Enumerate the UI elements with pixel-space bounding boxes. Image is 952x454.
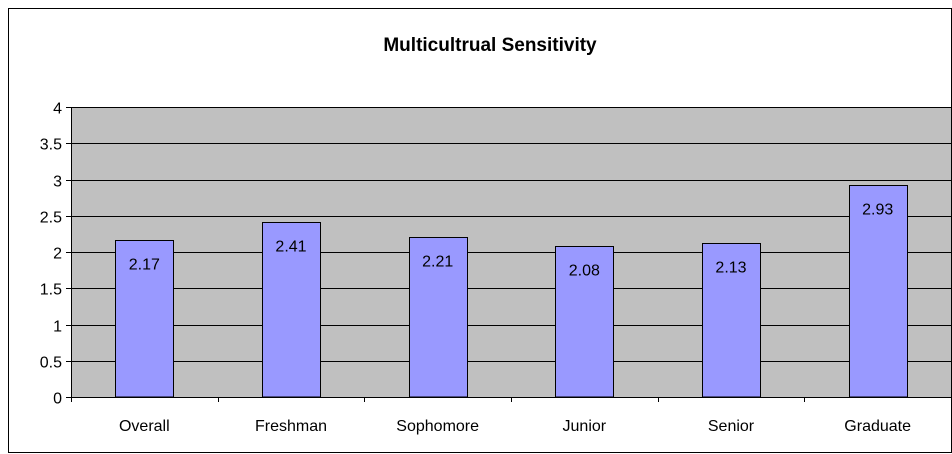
bar-sophomore: [409, 237, 468, 398]
plot-area: 0 0.5 1 1.5 2 2.5 3 3.5 4 2.17 Overall 2.41 Freshman…: [40, 101, 952, 435]
x-tick-label: Junior: [563, 418, 607, 435]
bar-graduate: [849, 185, 908, 398]
y-tick-label: 2: [53, 246, 62, 263]
data-label: 2.17: [129, 257, 160, 274]
bar-senior: [702, 243, 761, 398]
x-tick-label: Graduate: [844, 418, 911, 435]
data-label: 2.93: [862, 202, 893, 219]
data-label: 2.08: [569, 263, 600, 280]
chart-title: Multicultrual Sensitivity: [383, 35, 597, 56]
x-tick-label: Sophomore: [396, 418, 479, 435]
bar-freshman: [262, 222, 321, 398]
data-label: 2.13: [715, 260, 746, 277]
data-label: 2.21: [422, 254, 453, 271]
y-tick-label: 1.5: [40, 282, 62, 299]
bar-junior: [555, 246, 614, 398]
bar-overall: [115, 240, 174, 398]
y-tick-label: 2.5: [40, 210, 62, 227]
data-label: 2.41: [275, 239, 306, 256]
x-tick-label: Freshman: [255, 418, 327, 435]
y-tick-label: 1: [53, 319, 62, 336]
y-tick-label: 0: [53, 391, 62, 408]
y-tick-label: 4: [53, 101, 62, 118]
x-tick-label: Senior: [708, 418, 755, 435]
y-tick-label: 3.5: [40, 137, 62, 154]
x-tick-label: Overall: [119, 418, 170, 435]
y-tick-label: 0.5: [40, 355, 62, 372]
y-tick-label: 3: [53, 174, 62, 191]
